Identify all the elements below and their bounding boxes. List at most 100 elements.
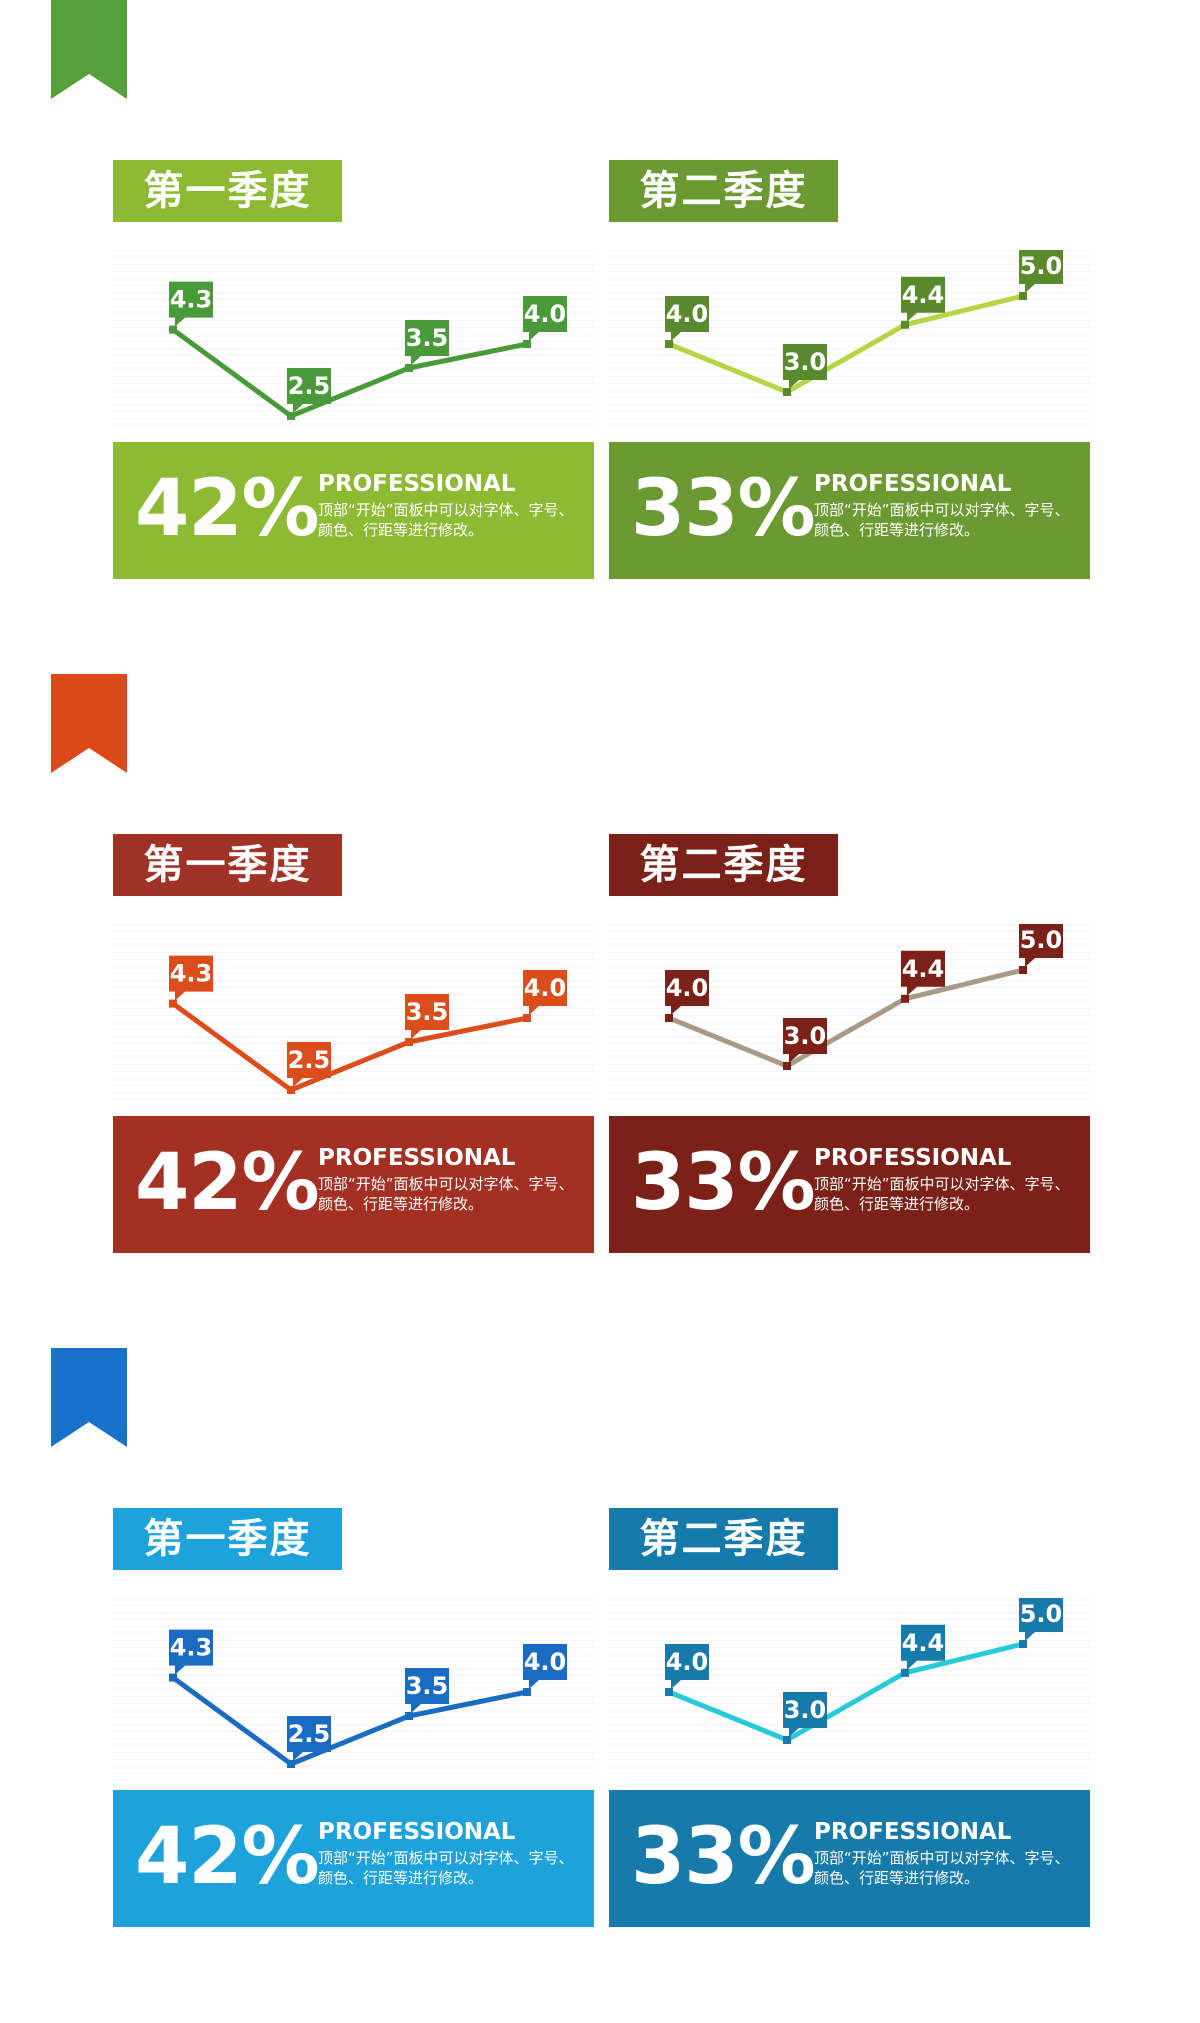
data-label-callout [287,1716,331,1761]
data-label-callout [901,276,945,322]
data-point [405,1038,413,1046]
quarter-1-title: 第一季度 [113,834,342,896]
data-point [405,364,413,372]
data-label-callout [783,1692,827,1737]
data-point [901,994,909,1003]
data-label: 4.3 [170,286,213,314]
quarter-2-line-chart: 4.0 3.0 4.4 5.0 [609,924,1090,1104]
line-chart-svg: 4.3 2.5 3.5 4.0 [169,281,567,420]
red-section: 第一季度 4.3 2.5 3.5 4.0 42% PROFESSIONAL 顶部“开始… [0,674,1200,1349]
quarter-2-stat-box: 33% PROFESSIONAL 顶部“开始”面板中可以对字体、字号、颜色、行距… [609,1116,1090,1253]
data-label-callout [169,1629,213,1675]
stat-description: 顶部“开始”面板中可以对字体、字号、颜色、行距等进行修改。 [814,1849,1070,1887]
data-point [901,320,909,329]
quarter-1-panel: 第一季度 4.3 2.5 3.5 4.0 42% PROFESSIONAL 顶部“开始… [113,160,594,590]
line-chart-svg: 4.0 3.0 4.4 5.0 [665,924,1063,1070]
quarter-2-title: 第二季度 [609,1508,838,1570]
bookmark-icon [51,674,127,773]
stat-percent: 33% [631,464,816,554]
stat-heading: PROFESSIONAL [318,1819,516,1845]
data-label: 4.0 [524,300,567,328]
quarter-2-panel: 第二季度 4.0 3.0 4.4 5.0 33% PROFESSIONAL 顶部“开始… [609,160,1090,590]
data-label: 2.5 [288,1720,331,1748]
quarter-2-line-chart: 4.0 3.0 4.4 5.0 [609,1598,1090,1778]
stat-heading: PROFESSIONAL [814,471,1012,497]
stat-heading: PROFESSIONAL [814,1819,1012,1845]
data-label-callout [783,1018,827,1063]
data-label: 4.4 [902,955,945,983]
data-label: 2.5 [288,372,331,400]
data-label-callout [783,344,827,389]
data-point [665,340,673,348]
data-label-callout [523,1644,567,1689]
series-line [171,1001,528,1093]
data-label: 3.5 [406,1672,449,1700]
data-label-callout [665,296,709,341]
data-label: 2.5 [288,1046,331,1074]
stat-description: 顶部“开始”面板中可以对字体、字号、颜色、行距等进行修改。 [318,1175,574,1213]
quarter-1-stat-box: 42% PROFESSIONAL 顶部“开始”面板中可以对字体、字号、颜色、行距… [113,1790,594,1927]
data-label: 3.0 [784,1696,827,1724]
data-point [665,1014,673,1022]
stat-heading: PROFESSIONAL [318,1145,516,1171]
data-point [169,325,177,334]
green-section: 第一季度 4.3 2.5 3.5 4.0 42% PROFESSIONAL 顶部“开始… [0,0,1200,675]
quarter-2-stat-box: 33% PROFESSIONAL 顶部“开始”面板中可以对字体、字号、颜色、行距… [609,442,1090,579]
bookmark-icon [51,1348,127,1447]
data-label: 3.5 [406,998,449,1026]
stat-percent: 42% [135,1138,320,1228]
data-label: 5.0 [1020,926,1063,954]
line-chart-svg: 4.0 3.0 4.4 5.0 [665,1598,1063,1744]
stat-percent: 33% [631,1138,816,1228]
data-label: 4.0 [666,974,709,1002]
bookmark-shape [51,0,127,99]
data-label-callout [665,1644,709,1689]
data-point [1019,966,1027,974]
data-label-callout [287,368,331,413]
stat-heading: PROFESSIONAL [814,1145,1012,1171]
data-point [523,340,531,348]
line-chart-svg: 4.0 3.0 4.4 5.0 [665,250,1063,396]
data-label-callout [1019,250,1063,293]
data-label-callout [901,1624,945,1670]
quarter-1-title: 第一季度 [113,160,342,222]
data-label-callout [169,955,213,1001]
data-point [523,1014,531,1022]
data-point [287,412,295,420]
stat-description: 顶部“开始”面板中可以对字体、字号、颜色、行距等进行修改。 [814,1175,1070,1213]
data-label-callout [405,320,449,365]
quarter-2-title: 第二季度 [609,160,838,222]
blue-section: 第一季度 4.3 2.5 3.5 4.0 42% PROFESSIONAL 顶部“开始… [0,1348,1200,2023]
stat-percent: 33% [631,1812,816,1902]
quarter-1-line-chart: 4.3 2.5 3.5 4.0 [113,924,594,1104]
quarter-1-stat-box: 42% PROFESSIONAL 顶部“开始”面板中可以对字体、字号、颜色、行距… [113,442,594,579]
data-label-callout [287,1042,331,1087]
data-label-callout [665,970,709,1015]
quarter-1-line-chart: 4.3 2.5 3.5 4.0 [113,250,594,430]
quarter-2-stat-box: 33% PROFESSIONAL 顶部“开始”面板中可以对字体、字号、颜色、行距… [609,1790,1090,1927]
data-label-callout [405,994,449,1039]
data-point [287,1086,295,1094]
stat-description: 顶部“开始”面板中可以对字体、字号、颜色、行距等进行修改。 [318,501,574,539]
data-label: 4.3 [170,960,213,988]
data-point [523,1688,531,1696]
data-label-callout [169,281,213,327]
quarter-1-stat-box: 42% PROFESSIONAL 顶部“开始”面板中可以对字体、字号、颜色、行距… [113,1116,594,1253]
stat-percent: 42% [135,1812,320,1902]
data-label-callout [405,1668,449,1713]
data-point [783,1062,791,1070]
data-label: 3.0 [784,1022,827,1050]
line-chart-svg: 4.3 2.5 3.5 4.0 [169,955,567,1094]
quarter-1-line-chart: 4.3 2.5 3.5 4.0 [113,1598,594,1778]
data-label: 4.0 [666,300,709,328]
bookmark-shape [51,674,127,773]
series-line [171,327,528,419]
stat-percent: 42% [135,464,320,554]
data-label: 4.4 [902,1629,945,1657]
data-point [901,1668,909,1677]
series-line [668,1641,1024,1743]
stat-description: 顶部“开始”面板中可以对字体、字号、颜色、行距等进行修改。 [318,1849,574,1887]
quarter-2-panel: 第二季度 4.0 3.0 4.4 5.0 33% PROFESSIONAL 顶部“开始… [609,1508,1090,1938]
data-label: 4.0 [666,1648,709,1676]
data-label: 4.0 [524,974,567,1002]
